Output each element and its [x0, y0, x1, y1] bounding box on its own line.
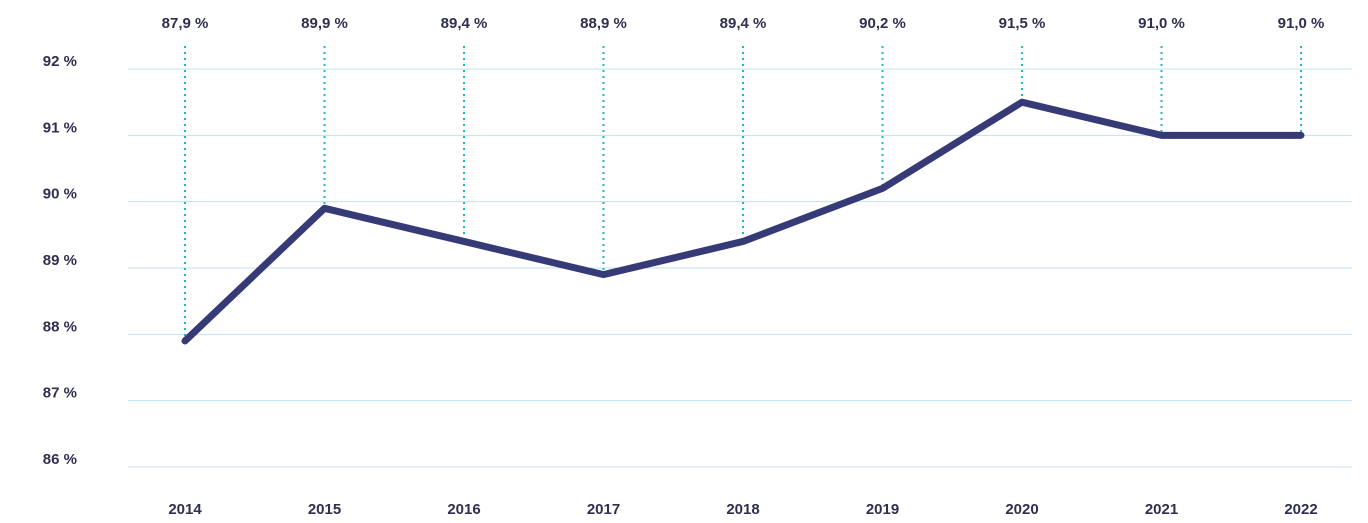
x-tick-label: 2016	[447, 501, 480, 518]
x-tick-label: 2015	[308, 501, 341, 518]
y-tick-label: 86 %	[43, 451, 77, 468]
value-label: 87,9 %	[162, 15, 209, 32]
x-tick-label: 2022	[1284, 501, 1317, 518]
value-label: 91,5 %	[999, 15, 1046, 32]
value-label: 88,9 %	[580, 15, 627, 32]
value-label: 89,9 %	[301, 15, 348, 32]
y-tick-label: 90 %	[43, 186, 77, 203]
value-label: 89,4 %	[441, 15, 488, 32]
y-tick-label: 88 %	[43, 318, 77, 335]
x-tick-label: 2019	[866, 501, 899, 518]
x-tick-label: 2017	[587, 501, 620, 518]
x-tick-label: 2021	[1145, 501, 1178, 518]
y-tick-label: 89 %	[43, 252, 77, 269]
value-label: 91,0 %	[1278, 15, 1325, 32]
x-tick-label: 2014	[168, 501, 202, 518]
x-tick-label: 2018	[726, 501, 759, 518]
value-label: 90,2 %	[859, 15, 906, 32]
y-tick-label: 91 %	[43, 119, 77, 136]
line	[181, 98, 1305, 345]
value-label: 91,0 %	[1138, 15, 1185, 32]
x-tick-label: 2020	[1005, 501, 1038, 518]
y-tick-label: 92 %	[43, 53, 77, 70]
y-tick-label: 87 %	[43, 385, 77, 402]
value-label: 89,4 %	[720, 15, 767, 32]
